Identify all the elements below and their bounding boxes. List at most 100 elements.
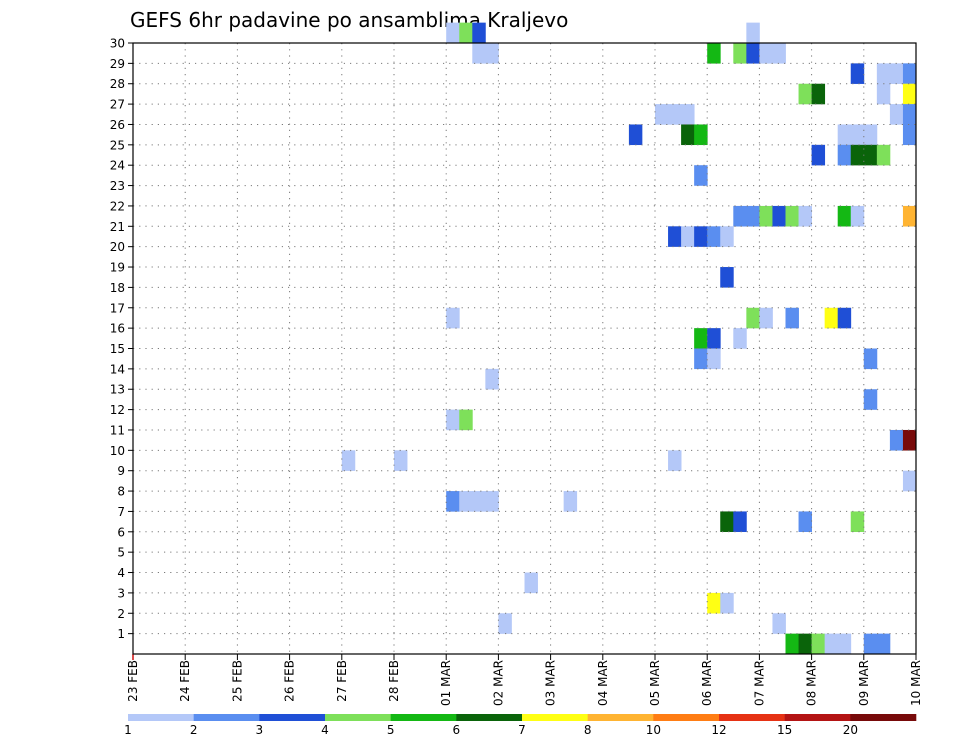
heatmap-cell bbox=[733, 43, 747, 64]
heatmap-cell bbox=[863, 633, 878, 655]
heatmap-cell bbox=[720, 592, 734, 614]
heatmap-cell bbox=[837, 633, 852, 655]
heatmap-cell bbox=[733, 511, 747, 532]
heatmap-cell bbox=[759, 205, 773, 227]
x-tick-label: 09 MAR bbox=[857, 660, 871, 706]
y-tick-label: 19 bbox=[110, 261, 125, 275]
x-tick-label: 24 FEB bbox=[178, 660, 192, 702]
y-tick-label: 1 bbox=[117, 627, 125, 641]
x-tick-label: 10 MAR bbox=[909, 660, 923, 706]
colorbar-swatch bbox=[390, 714, 457, 721]
x-tick-label: 28 FEB bbox=[387, 660, 401, 702]
y-tick-label: 12 bbox=[110, 403, 125, 417]
y-tick-label: 24 bbox=[110, 159, 125, 173]
colorbar-swatch bbox=[522, 714, 588, 721]
heatmap-cell bbox=[681, 124, 695, 146]
heatmap-cell bbox=[785, 205, 799, 227]
heatmap-cell bbox=[759, 307, 773, 329]
y-tick-label: 9 bbox=[117, 464, 125, 478]
y-tick-label: 26 bbox=[110, 118, 125, 132]
chart-title: GEFS 6hr padavine po ansamblima Kraljevo bbox=[130, 8, 568, 32]
y-tick-label: 30 bbox=[110, 37, 125, 51]
heatmap-cell bbox=[902, 63, 917, 84]
heatmap-cell bbox=[459, 491, 473, 512]
y-tick-label: 14 bbox=[110, 362, 125, 376]
y-tick-label: 29 bbox=[110, 57, 125, 71]
heatmap-cells bbox=[341, 22, 917, 655]
heatmap-cell bbox=[472, 43, 486, 64]
colorbar-swatch bbox=[128, 714, 194, 721]
colorbar-swatch bbox=[850, 714, 917, 721]
colorbar-label: 6 bbox=[453, 723, 461, 737]
heatmap-cell bbox=[498, 613, 512, 634]
heatmap-cell bbox=[850, 63, 865, 84]
heatmap-cell bbox=[798, 511, 812, 532]
colorbar-swatch bbox=[193, 714, 260, 721]
heatmap-cell bbox=[876, 144, 891, 166]
colorbar-swatch bbox=[587, 714, 654, 721]
colorbar-swatch bbox=[325, 714, 391, 721]
heatmap-cell bbox=[863, 144, 878, 166]
y-tick-label: 5 bbox=[117, 546, 125, 560]
y-tick-label: 22 bbox=[110, 199, 125, 213]
grid-lines bbox=[133, 42, 916, 654]
x-tick-label: 01 MAR bbox=[439, 660, 453, 706]
heatmap-cell bbox=[863, 389, 878, 410]
colorbar-swatch bbox=[784, 714, 851, 721]
y-tick-label: 7 bbox=[117, 505, 125, 519]
x-tick-label: 27 FEB bbox=[335, 660, 349, 702]
heatmap-cell bbox=[889, 63, 904, 84]
heatmap-cell bbox=[798, 633, 812, 655]
colorbar-label: 15 bbox=[777, 723, 792, 737]
heatmap-cell bbox=[837, 307, 852, 329]
heatmap-cell bbox=[720, 511, 734, 532]
x-tick-label: 05 MAR bbox=[648, 660, 662, 706]
heatmap-cell bbox=[720, 226, 734, 247]
heatmap-cell bbox=[459, 409, 473, 431]
x-tick-label: 04 MAR bbox=[596, 660, 610, 706]
heatmap-cell bbox=[837, 144, 852, 166]
heatmap-cell bbox=[824, 633, 839, 655]
y-tick-label: 2 bbox=[117, 607, 125, 621]
heatmap-cell bbox=[628, 124, 643, 146]
heatmap-cell bbox=[485, 491, 499, 512]
heatmap-cell bbox=[446, 491, 460, 512]
heatmap-cell bbox=[485, 43, 499, 64]
colorbar-swatch bbox=[259, 714, 326, 721]
heatmap-cell bbox=[746, 307, 760, 329]
heatmap-cell bbox=[694, 165, 708, 186]
colorbar-label: 4 bbox=[321, 723, 329, 737]
y-tick-label: 4 bbox=[117, 566, 125, 580]
heatmap-cell bbox=[446, 409, 460, 431]
x-tick-label: 03 MAR bbox=[544, 660, 558, 706]
heatmap-cell bbox=[733, 205, 747, 227]
heatmap-cell bbox=[459, 22, 473, 44]
heatmap-cell bbox=[446, 307, 460, 329]
heatmap-cell bbox=[811, 83, 826, 105]
y-axis: 1234567891011121314151617181920212223242… bbox=[110, 37, 133, 641]
heatmap-cell bbox=[889, 104, 904, 125]
x-tick-label: 07 MAR bbox=[752, 660, 766, 706]
heatmap-cell bbox=[902, 104, 917, 125]
y-tick-label: 10 bbox=[110, 444, 125, 458]
heatmap-cell bbox=[798, 205, 812, 227]
heatmap-cell bbox=[876, 633, 891, 655]
heatmap-cell bbox=[668, 226, 682, 247]
y-tick-label: 6 bbox=[117, 525, 125, 539]
heatmap-cell bbox=[394, 450, 408, 471]
x-tick-label: 26 FEB bbox=[283, 660, 297, 702]
heatmap-cell bbox=[694, 328, 708, 349]
y-tick-label: 13 bbox=[110, 383, 125, 397]
heatmap-cell bbox=[446, 22, 460, 44]
heatmap-cell bbox=[668, 104, 682, 125]
heatmap-cell bbox=[785, 633, 799, 655]
colorbar-label: 10 bbox=[646, 723, 661, 737]
heatmap-cell bbox=[681, 104, 695, 125]
heatmap-cell bbox=[707, 592, 721, 614]
heatmap-cell bbox=[850, 124, 865, 146]
heatmap-cell bbox=[850, 205, 865, 227]
y-tick-label: 8 bbox=[117, 485, 125, 499]
x-tick-label: 02 MAR bbox=[491, 660, 505, 706]
colorbar-label: 7 bbox=[518, 723, 526, 737]
